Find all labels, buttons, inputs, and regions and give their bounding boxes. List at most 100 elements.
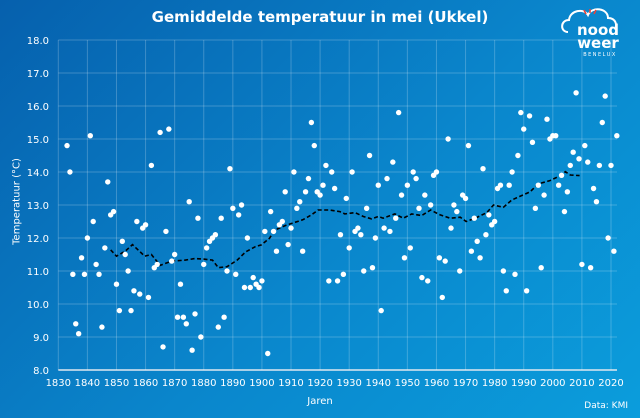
y-tick-label: 18.0	[27, 36, 49, 47]
data-point	[561, 208, 568, 215]
x-tick-label: 1940	[366, 378, 391, 389]
data-point	[235, 212, 242, 218]
data-point	[203, 245, 210, 251]
x-tick-label: 1910	[278, 378, 303, 389]
logo-text-benelux: BENELUX	[583, 52, 617, 58]
data-point	[480, 166, 486, 172]
data-point	[163, 228, 169, 235]
y-tick-label: 10.0	[27, 300, 49, 311]
data-point	[142, 222, 149, 228]
y-tick-label: 8.0	[33, 366, 49, 377]
data-point	[358, 232, 364, 238]
x-tick-label: 1950	[395, 378, 420, 389]
data-point	[186, 199, 192, 205]
data-point	[427, 202, 434, 208]
data-point	[70, 271, 76, 277]
data-point	[544, 116, 550, 122]
x-tick-label: 1930	[336, 378, 361, 389]
data-point	[503, 288, 509, 294]
data-point	[270, 228, 277, 235]
data-point	[323, 162, 329, 169]
data-point	[599, 119, 605, 126]
data-point	[439, 294, 445, 301]
data-point	[541, 192, 547, 198]
data-point	[177, 281, 184, 287]
data-point	[425, 278, 431, 284]
data-point	[483, 232, 489, 238]
x-tick-label: 1990	[511, 378, 536, 389]
data-point	[457, 268, 463, 274]
y-axis-label: Temperatuur (°C)	[11, 158, 23, 245]
x-tick-label: 1980	[482, 378, 507, 389]
x-tick-label: 1840	[75, 378, 100, 389]
data-point	[244, 235, 251, 241]
data-point	[369, 265, 376, 271]
data-point	[73, 321, 79, 327]
data-point	[230, 205, 236, 211]
data-point	[393, 215, 399, 221]
data-point	[75, 331, 82, 337]
data-point	[291, 169, 297, 175]
data-point	[198, 334, 204, 340]
data-point	[529, 139, 536, 145]
data-point	[116, 307, 123, 314]
data-point	[608, 162, 614, 169]
data-point	[570, 149, 576, 155]
data-point	[180, 314, 187, 320]
y-tick-label: 13.0	[27, 201, 49, 212]
data-point	[247, 284, 253, 291]
data-point	[500, 268, 507, 274]
data-point	[413, 175, 419, 182]
data-point	[299, 248, 306, 254]
data-point	[227, 166, 233, 172]
x-tick-label: 1960	[424, 378, 449, 389]
data-point	[78, 255, 85, 261]
data-point	[593, 199, 600, 205]
data-point	[363, 205, 370, 211]
data-point	[590, 185, 597, 192]
data-point	[576, 156, 582, 162]
data-point	[262, 228, 268, 235]
data-point	[518, 109, 524, 116]
x-tick-label: 1860	[133, 378, 158, 389]
data-point	[454, 208, 460, 215]
data-point	[407, 245, 413, 251]
data-point	[611, 248, 617, 254]
data-point	[535, 182, 541, 188]
data-point	[526, 113, 533, 119]
x-tick-label: 1850	[104, 378, 129, 389]
x-tick-label: 2010	[569, 378, 594, 389]
x-tick-label: 1830	[46, 378, 71, 389]
x-tick-label: 2000	[540, 378, 565, 389]
data-point	[585, 159, 591, 165]
data-point	[128, 307, 134, 314]
data-point	[317, 192, 323, 198]
data-point	[486, 212, 492, 218]
data-point	[259, 278, 265, 284]
grid	[57, 39, 617, 371]
data-point	[302, 189, 309, 195]
data-point	[468, 248, 475, 254]
data-point	[532, 205, 539, 211]
data-point	[154, 261, 160, 268]
data-point	[474, 238, 480, 244]
data-point	[521, 126, 527, 132]
noodweer-logo: nood weer BENELUX	[561, 8, 619, 58]
data-point	[355, 225, 361, 231]
data-point	[337, 232, 344, 238]
data-point	[113, 281, 120, 287]
data-point	[311, 142, 317, 149]
data-point	[212, 232, 219, 238]
data-point	[372, 235, 379, 241]
data-point	[160, 344, 166, 350]
data-point	[320, 182, 326, 188]
data-point	[308, 119, 315, 126]
x-tick-label: 1900	[249, 378, 274, 389]
data-point	[105, 179, 111, 185]
data-point	[238, 202, 245, 208]
data-point	[285, 241, 291, 248]
data-point	[157, 129, 163, 136]
data-point	[233, 271, 239, 277]
